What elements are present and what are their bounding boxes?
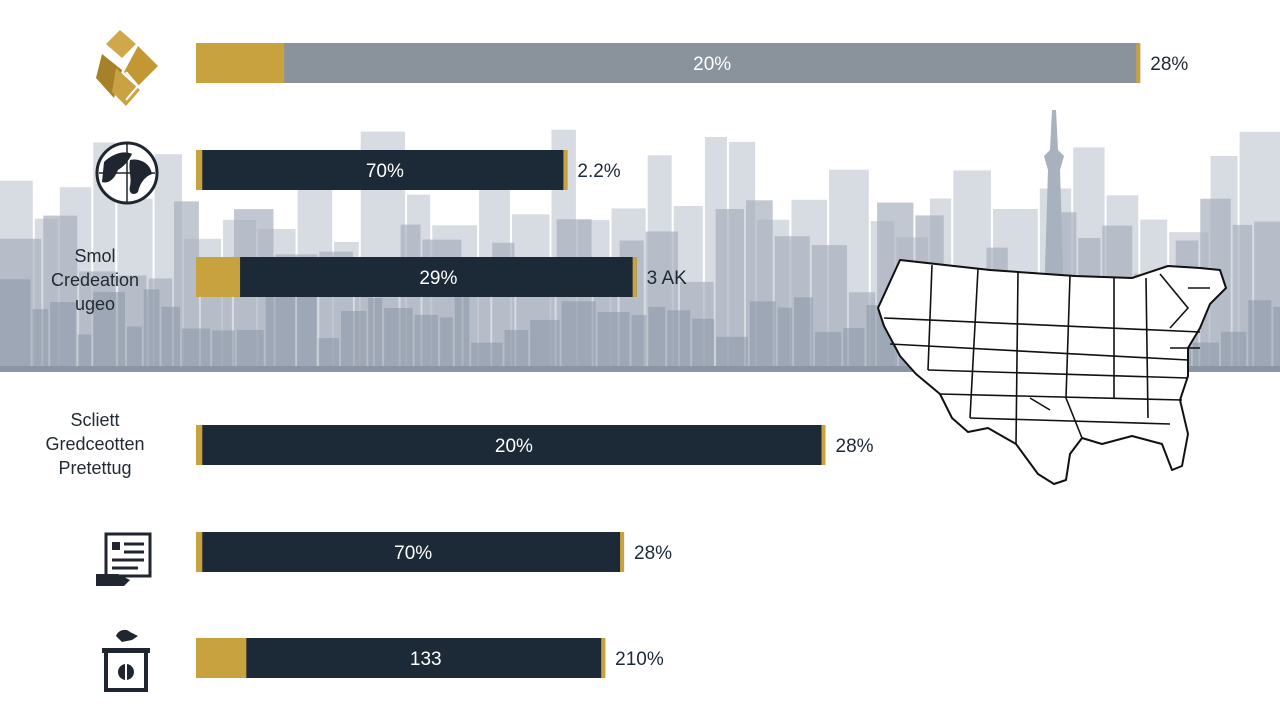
skyline-building: [794, 297, 813, 368]
bar-4: [196, 425, 826, 465]
skyline-building: [597, 312, 630, 368]
skyline-building: [0, 279, 31, 368]
bar-5-value-label: 70%: [394, 543, 432, 564]
skyline-building: [161, 306, 180, 368]
skyline-building: [368, 297, 383, 368]
category-label-3: Smol Credeation ugeo: [50, 246, 140, 314]
gem-icon: [96, 30, 158, 106]
skyline-building: [454, 286, 470, 368]
bar-group: 20% 28% 70% 2.2% 29% 3 AK 20% 28% 70% 28% 133 210%: [196, 43, 1188, 678]
skyline-building: [77, 334, 92, 368]
skyline-building: [1273, 306, 1280, 368]
skyline-building: [50, 302, 76, 368]
skyline-building: [265, 284, 295, 368]
ballot-box-icon: [102, 629, 150, 692]
skyline-building: [631, 315, 647, 368]
skyline-building: [561, 301, 596, 368]
bar-6-end-label: 210%: [615, 649, 664, 670]
skyline-building: [749, 301, 776, 368]
bar-1: [196, 43, 1141, 83]
category-label-4: Scliett Gredceotten Pretettug: [45, 410, 145, 478]
skyline-building: [471, 342, 503, 368]
skyline-building: [440, 317, 453, 368]
bar-2: [196, 150, 568, 190]
skyline-building: [1221, 331, 1247, 368]
bar-4-value-label: 20%: [495, 436, 533, 457]
bar-5-gold-segment: [196, 532, 203, 572]
bar-5-end-cap: [620, 532, 625, 572]
bar-6: [196, 638, 606, 678]
skyline-building: [32, 309, 49, 368]
skyline-building: [212, 330, 235, 368]
skyline-building: [1248, 300, 1272, 368]
skyline-building: [530, 319, 560, 368]
bar-4-end-label: 28%: [836, 436, 874, 457]
skyline-building: [843, 328, 865, 368]
skyline-building: [648, 307, 666, 368]
skyline-building: [384, 308, 413, 368]
bar-6-gold-segment: [196, 638, 247, 678]
skyline-building: [143, 289, 160, 368]
skyline-building: [181, 328, 211, 368]
bar-1-end-cap: [1136, 43, 1141, 83]
bar-6-end-cap: [601, 638, 606, 678]
skyline-building: [93, 292, 125, 368]
bar-4-end-cap: [821, 425, 826, 465]
bar-1-gold-segment: [196, 43, 285, 83]
skyline-building: [692, 318, 715, 368]
skyline-building: [667, 310, 691, 368]
skyline-building: [777, 307, 793, 368]
bar-2-end-label: 2.2%: [577, 161, 620, 182]
skyline-building: [716, 336, 748, 368]
skyline-ground-line: [0, 366, 1280, 372]
skyline-building: [297, 294, 317, 368]
bar-2-gold-segment: [196, 150, 203, 190]
globe-icon: [95, 141, 159, 205]
skyline-building: [1192, 342, 1219, 368]
bar-5-end-label: 28%: [634, 543, 672, 564]
bar-2-end-cap: [563, 150, 568, 190]
skyline-building: [127, 326, 142, 368]
bar-3-gold-segment: [196, 257, 241, 297]
skyline-building: [318, 338, 339, 368]
skyline-building: [341, 311, 367, 368]
bar-3: [196, 257, 637, 297]
document-hand-icon: [96, 532, 152, 586]
skyline-building: [504, 330, 529, 368]
bar-1-end-label: 28%: [1150, 54, 1188, 75]
bar-3-end-label: 3 AK: [647, 268, 687, 289]
bar-3-value-label: 29%: [419, 268, 457, 289]
bar-5: [196, 532, 625, 572]
bar-4-gold-segment: [196, 425, 203, 465]
bar-6-value-label: 133: [410, 649, 442, 670]
bar-3-end-cap: [632, 257, 637, 297]
bar-2-value-label: 70%: [366, 161, 404, 182]
skyline-building: [236, 329, 264, 368]
bar-1-value-label: 20%: [693, 54, 731, 75]
skyline-building: [414, 314, 439, 368]
skyline-building: [814, 332, 842, 368]
us-map-icon: [877, 259, 1227, 485]
